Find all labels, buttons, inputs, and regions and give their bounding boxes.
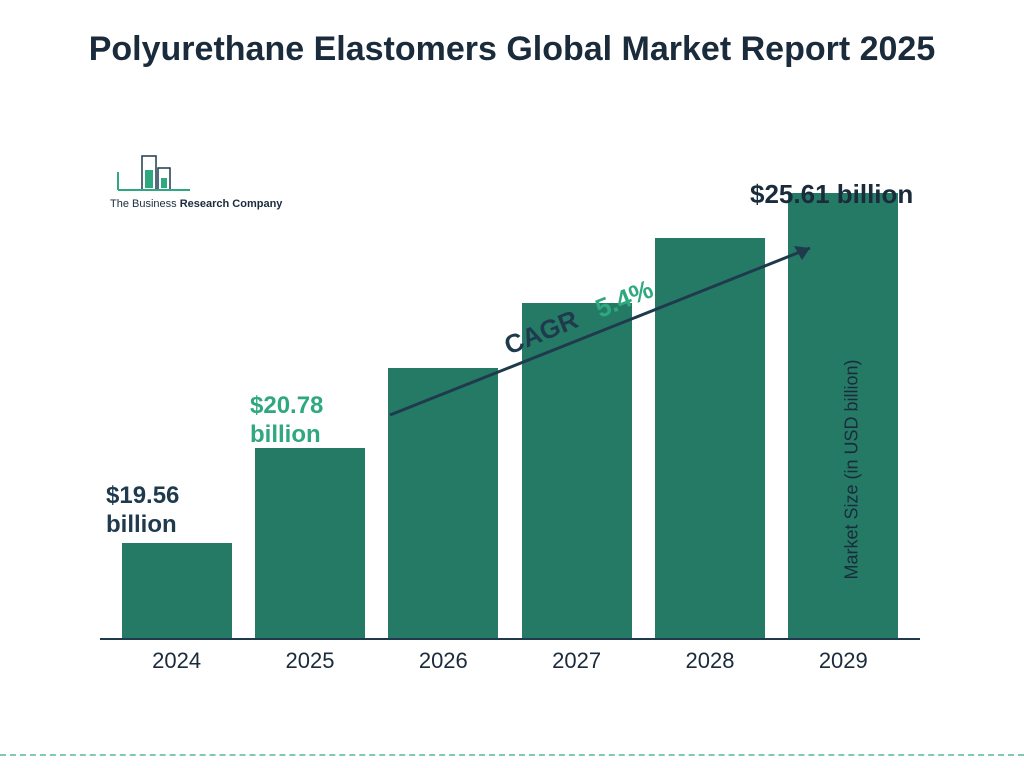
value-label-2: $25.61 billion <box>750 179 913 210</box>
x-tick-label: 2029 <box>819 648 868 674</box>
bar-2024: 2024 <box>122 543 232 638</box>
bar-rect <box>122 543 232 638</box>
cagr-annotation: CAGR 5.4% <box>370 230 850 450</box>
x-tick-label: 2027 <box>552 648 601 674</box>
x-tick-label: 2024 <box>152 648 201 674</box>
value-label-0: $19.56billion <box>106 482 179 540</box>
bar-chart: 202420252026202720282029 Market Size (in… <box>100 140 920 680</box>
bar-rect <box>255 448 365 638</box>
growth-arrow-icon <box>370 230 850 450</box>
x-axis-line <box>100 638 920 640</box>
value-label-1: $20.78billion <box>250 392 323 450</box>
x-tick-label: 2025 <box>286 648 335 674</box>
bottom-divider <box>0 754 1024 756</box>
x-tick-label: 2028 <box>685 648 734 674</box>
chart-title: Polyurethane Elastomers Global Market Re… <box>0 0 1024 71</box>
x-tick-label: 2026 <box>419 648 468 674</box>
bar-2025: 2025 <box>255 448 365 638</box>
